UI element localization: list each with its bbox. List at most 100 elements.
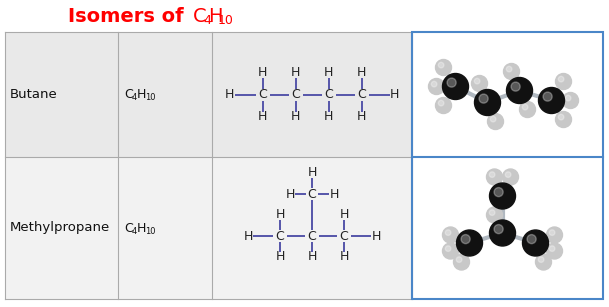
Text: C: C: [124, 88, 133, 101]
Text: H: H: [244, 230, 253, 243]
Circle shape: [431, 81, 437, 87]
Circle shape: [523, 104, 528, 110]
Text: C: C: [308, 188, 316, 200]
Circle shape: [438, 62, 444, 68]
Text: H: H: [390, 88, 399, 101]
Circle shape: [443, 227, 459, 243]
Circle shape: [487, 169, 502, 185]
Circle shape: [538, 257, 544, 262]
Circle shape: [461, 235, 470, 244]
Circle shape: [490, 183, 515, 209]
Circle shape: [502, 169, 518, 185]
Circle shape: [527, 235, 536, 244]
Circle shape: [555, 111, 571, 127]
Bar: [5, 32, 412, 157]
Text: H: H: [291, 66, 300, 79]
Circle shape: [443, 243, 459, 259]
Circle shape: [555, 73, 571, 90]
Circle shape: [474, 90, 501, 115]
Text: H: H: [285, 188, 295, 200]
Circle shape: [438, 100, 444, 106]
Bar: [5, 157, 412, 299]
Text: 10: 10: [145, 227, 155, 236]
Circle shape: [487, 114, 504, 130]
Circle shape: [474, 78, 480, 84]
Circle shape: [445, 230, 451, 235]
Circle shape: [549, 230, 555, 235]
Text: H: H: [329, 188, 339, 200]
Circle shape: [506, 66, 512, 72]
Circle shape: [511, 82, 520, 91]
Circle shape: [538, 87, 565, 114]
Text: C: C: [258, 88, 267, 101]
Text: H: H: [137, 221, 146, 235]
Text: H: H: [308, 166, 317, 180]
Text: H: H: [339, 208, 349, 221]
Circle shape: [505, 172, 511, 177]
Text: H: H: [275, 208, 284, 221]
Circle shape: [523, 230, 549, 256]
Circle shape: [563, 92, 579, 108]
Text: 10: 10: [145, 94, 155, 103]
Text: H: H: [225, 88, 234, 101]
Text: 4: 4: [203, 14, 211, 26]
Circle shape: [558, 114, 564, 120]
Circle shape: [435, 98, 451, 114]
Text: 4: 4: [132, 94, 137, 103]
Circle shape: [429, 79, 445, 95]
Circle shape: [490, 220, 515, 246]
Circle shape: [543, 92, 552, 101]
Text: H: H: [339, 251, 349, 263]
Text: H: H: [137, 88, 146, 101]
Text: H: H: [371, 230, 381, 243]
Text: 10: 10: [218, 14, 234, 26]
Text: C: C: [324, 88, 333, 101]
Circle shape: [546, 243, 563, 259]
Text: Butane: Butane: [10, 88, 58, 101]
Circle shape: [435, 60, 451, 76]
Circle shape: [535, 254, 552, 270]
Circle shape: [447, 78, 456, 87]
Text: C: C: [193, 6, 206, 25]
Text: H: H: [308, 251, 317, 263]
Text: H: H: [275, 251, 284, 263]
Text: H: H: [258, 66, 267, 79]
Text: Isomers of: Isomers of: [68, 6, 190, 25]
Text: 4: 4: [132, 227, 137, 236]
Text: H: H: [357, 66, 366, 79]
Circle shape: [456, 257, 462, 262]
Text: C: C: [291, 88, 300, 101]
Text: C: C: [357, 88, 366, 101]
Text: H: H: [324, 110, 333, 123]
Circle shape: [546, 227, 563, 243]
Circle shape: [454, 254, 470, 270]
Circle shape: [479, 94, 488, 103]
Circle shape: [494, 188, 503, 197]
Bar: [412, 32, 603, 299]
Text: H: H: [324, 66, 333, 79]
Circle shape: [549, 246, 555, 251]
Text: H: H: [291, 110, 300, 123]
Bar: [412, 32, 603, 299]
Circle shape: [558, 76, 564, 82]
Circle shape: [519, 102, 535, 118]
Circle shape: [487, 207, 502, 223]
Circle shape: [565, 95, 571, 101]
Circle shape: [490, 116, 496, 122]
Circle shape: [504, 64, 519, 80]
Text: H: H: [258, 110, 267, 123]
Circle shape: [471, 76, 487, 91]
Circle shape: [494, 224, 503, 234]
Circle shape: [443, 73, 468, 99]
Text: C: C: [308, 230, 316, 243]
Circle shape: [445, 246, 451, 251]
Text: C: C: [276, 230, 284, 243]
Text: H: H: [208, 6, 222, 25]
Text: C: C: [340, 230, 348, 243]
Text: Methylpropane: Methylpropane: [10, 221, 110, 235]
Text: H: H: [357, 110, 366, 123]
Circle shape: [457, 230, 482, 256]
Text: C: C: [124, 221, 133, 235]
Circle shape: [489, 172, 495, 177]
Circle shape: [507, 77, 532, 103]
